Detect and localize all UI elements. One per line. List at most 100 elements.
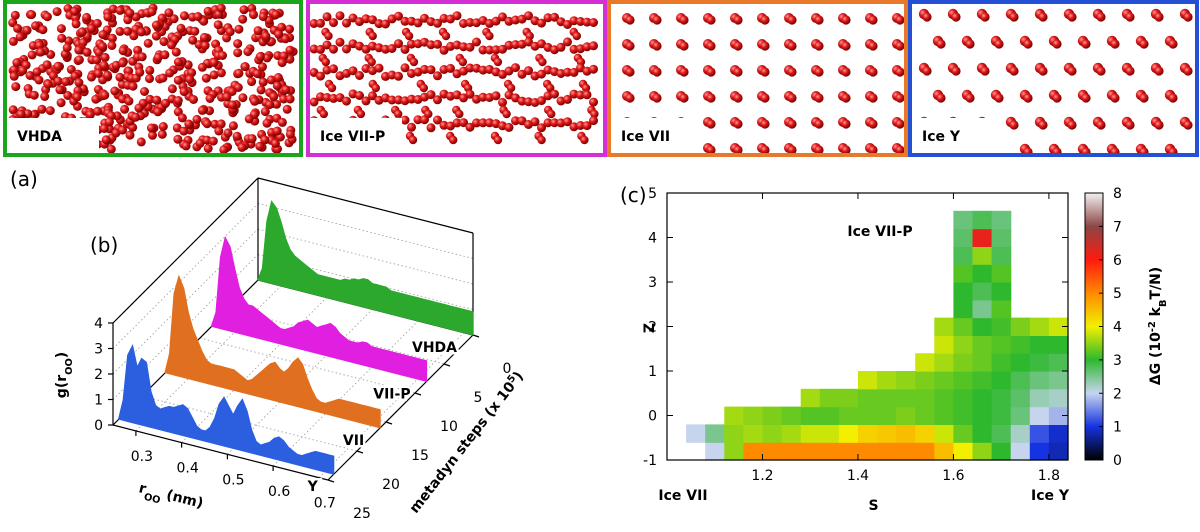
- atom: [361, 96, 371, 106]
- snapshot-label: Ice VII-P: [320, 129, 385, 145]
- atom: [517, 96, 527, 106]
- heatmap-cell: [991, 317, 1012, 336]
- atom: [439, 120, 449, 130]
- atom: [426, 40, 436, 50]
- heatmap-cell: [953, 406, 974, 425]
- snapshot: Ice VII: [607, 0, 908, 157]
- atom: [841, 41, 851, 51]
- heatmap-cell: [896, 442, 916, 461]
- atom: [22, 25, 32, 35]
- atom: [478, 92, 488, 102]
- tick-mark: [327, 479, 335, 483]
- colorbar-tick-label: 8: [1113, 186, 1122, 202]
- tick-mark: [356, 450, 364, 454]
- heatmap-cell: [953, 264, 974, 283]
- atom: [195, 138, 205, 148]
- atom: [419, 83, 428, 93]
- atom: [342, 96, 351, 106]
- y-tick-label: 4: [94, 316, 103, 332]
- atom: [135, 67, 145, 77]
- snapshot: Ice Y: [908, 0, 1199, 157]
- atom: [576, 90, 585, 100]
- y-tick-label: 3: [648, 275, 657, 291]
- curve-line: [257, 200, 474, 313]
- atom: [274, 29, 284, 39]
- atom: [131, 112, 141, 122]
- atom: [53, 76, 63, 86]
- heatmap-cell: [877, 388, 897, 408]
- heatmap-cell: [915, 353, 935, 372]
- heatmap-cell: [1010, 388, 1031, 408]
- atom: [814, 15, 824, 25]
- atom: [261, 31, 271, 41]
- atom: [625, 93, 635, 103]
- atom: [537, 96, 546, 106]
- atom: [868, 93, 878, 103]
- x-tick-label: 1.4: [847, 468, 869, 484]
- atom: [227, 100, 237, 110]
- heatmap-cell: [896, 406, 916, 425]
- atom: [524, 66, 533, 76]
- atom: [814, 67, 824, 77]
- heatmap-cell: [953, 246, 974, 265]
- atom: [706, 119, 716, 129]
- atom: [491, 91, 501, 101]
- annotation: Ice Y: [1031, 488, 1070, 504]
- atom: [125, 8, 135, 18]
- atom: [197, 105, 207, 115]
- atom: [589, 116, 598, 126]
- annotation: Ice VII-P: [847, 224, 912, 240]
- heatmap-cell: [934, 371, 954, 390]
- tick-mark: [385, 421, 393, 425]
- heatmap-cell: [991, 210, 1012, 230]
- atom: [216, 3, 226, 13]
- atom: [524, 11, 533, 21]
- atom: [706, 15, 716, 25]
- atom: [279, 94, 289, 104]
- atom: [433, 71, 442, 81]
- series-label: VII-P: [373, 386, 410, 402]
- atom: [760, 119, 770, 129]
- atom: [9, 65, 19, 75]
- atom: [787, 15, 797, 25]
- heatmap-cell: [972, 210, 993, 230]
- atom: [625, 67, 635, 77]
- atom: [322, 40, 332, 50]
- atom: [120, 104, 130, 114]
- heatmap-cell: [934, 442, 954, 461]
- atom: [563, 37, 572, 47]
- atom: [733, 15, 743, 25]
- heatmap-cell: [896, 388, 916, 408]
- heatmap-cell: [838, 424, 859, 443]
- annotation: Ice VII: [658, 488, 707, 504]
- heatmap-cell: [1010, 353, 1031, 372]
- atom: [272, 99, 282, 109]
- atom: [452, 11, 462, 21]
- heatmap-cell: [743, 424, 764, 443]
- atom: [316, 92, 325, 102]
- atom: [321, 57, 330, 67]
- atom: [652, 15, 662, 25]
- atom: [63, 91, 73, 100]
- atom: [56, 24, 66, 34]
- atom: [439, 45, 449, 55]
- atom: [209, 58, 219, 67]
- atom: [100, 90, 110, 100]
- grid-line: [199, 337, 416, 394]
- heatmap-cell: [1048, 353, 1069, 372]
- curve-fill: [257, 200, 474, 336]
- atom: [1125, 120, 1135, 130]
- atom: [404, 31, 414, 41]
- x-tick-label: 1.2: [751, 468, 773, 484]
- atom: [285, 94, 295, 104]
- atom: [814, 145, 824, 155]
- atom: [103, 12, 113, 22]
- colorbar-label-part: k: [1148, 306, 1164, 321]
- atom: [413, 18, 423, 28]
- heatmap-cell: [877, 406, 897, 425]
- atom: [329, 18, 338, 28]
- atom: [285, 129, 295, 139]
- panel-label: (b): [90, 233, 118, 257]
- atom: [62, 43, 72, 53]
- atom: [452, 118, 462, 128]
